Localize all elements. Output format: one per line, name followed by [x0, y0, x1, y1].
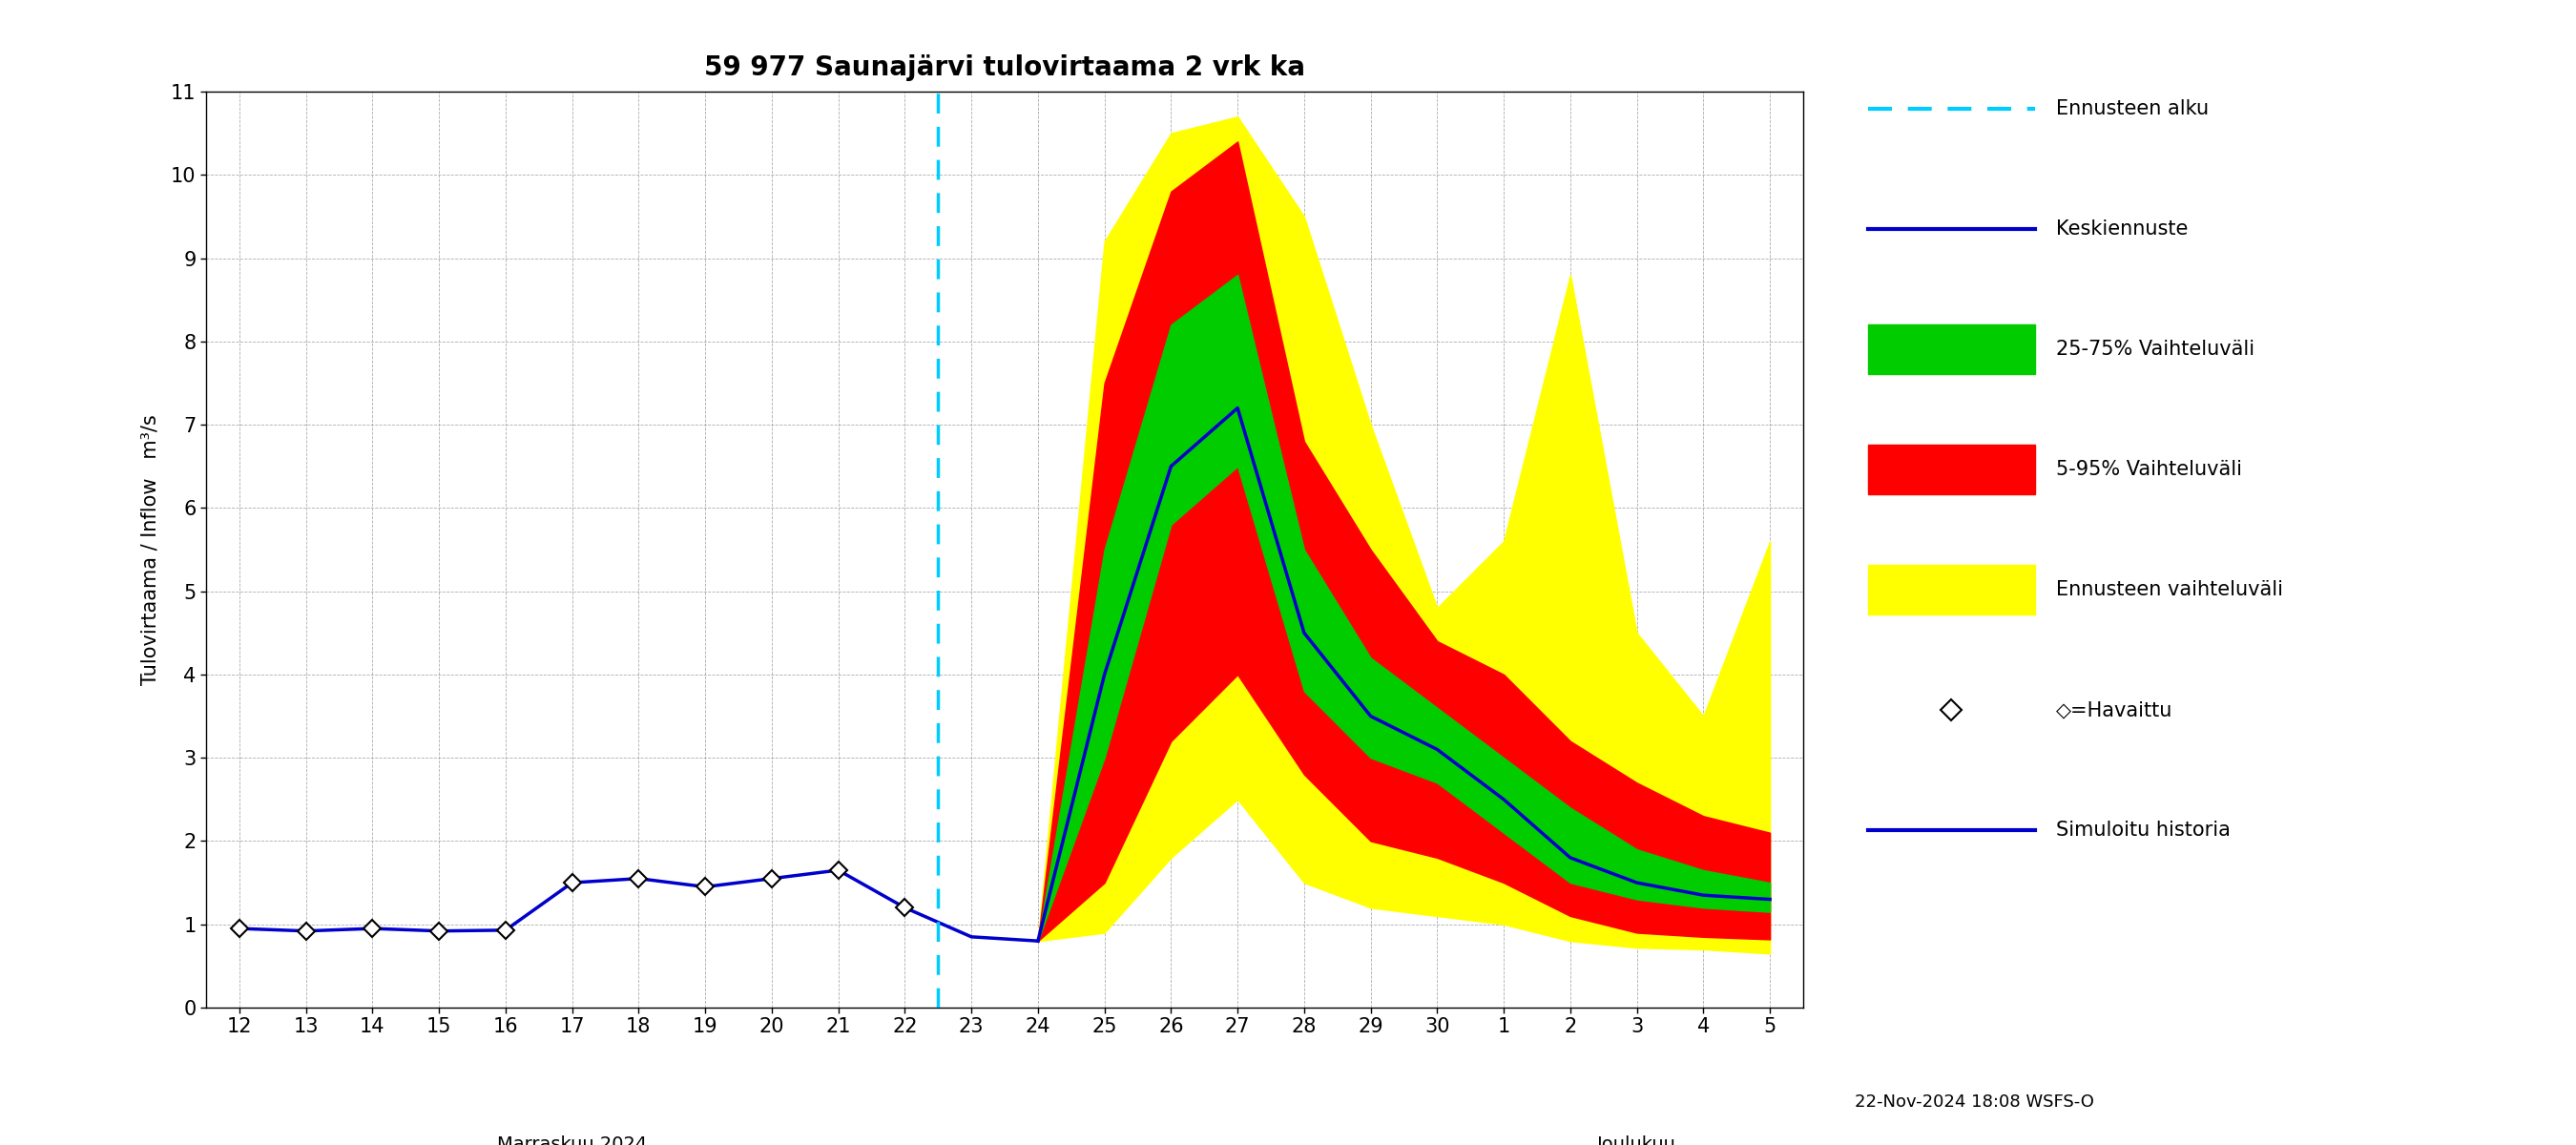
Text: Simuloitu historia: Simuloitu historia — [2056, 821, 2231, 839]
Text: Ennusteen vaihteluväli: Ennusteen vaihteluväli — [2056, 581, 2282, 599]
Text: 5-95% Vaihteluväli: 5-95% Vaihteluväli — [2056, 460, 2241, 479]
Text: ◇=Havaittu: ◇=Havaittu — [2056, 701, 2172, 719]
Text: Ennusteen alku: Ennusteen alku — [2056, 100, 2208, 118]
Y-axis label: Tulovirtaama / Inflow   m³/s: Tulovirtaama / Inflow m³/s — [142, 414, 160, 685]
Title: 59 977 Saunajärvi tulovirtaama 2 vrk ka: 59 977 Saunajärvi tulovirtaama 2 vrk ka — [703, 55, 1306, 81]
Text: Joulukuu: Joulukuu — [1597, 1136, 1677, 1145]
Text: Keskiennuste: Keskiennuste — [2056, 220, 2187, 238]
Text: 22-Nov-2024 18:08 WSFS-O: 22-Nov-2024 18:08 WSFS-O — [1855, 1093, 2094, 1111]
Text: Marraskuu 2024: Marraskuu 2024 — [497, 1136, 647, 1145]
Text: 25-75% Vaihteluväli: 25-75% Vaihteluväli — [2056, 340, 2254, 358]
